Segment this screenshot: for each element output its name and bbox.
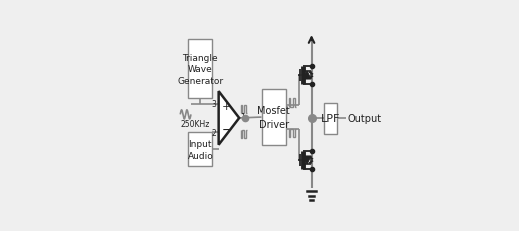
Text: 1: 1	[241, 112, 245, 121]
Bar	[324, 103, 337, 134]
Text: +: +	[222, 102, 231, 112]
Bar	[188, 40, 212, 99]
Text: Output: Output	[347, 114, 381, 124]
Text: Input
Audio: Input Audio	[187, 139, 213, 160]
Polygon shape	[303, 72, 311, 80]
Text: LPF: LPF	[321, 114, 340, 124]
Text: −: −	[222, 124, 232, 137]
Polygon shape	[303, 156, 311, 164]
Bar	[262, 90, 285, 145]
Text: 2: 2	[212, 128, 216, 137]
Text: Triangle
Wave
Generator: Triangle Wave Generator	[177, 53, 223, 86]
Text: 3: 3	[212, 100, 216, 109]
Bar	[188, 133, 212, 167]
Text: 250KHz: 250KHz	[180, 119, 210, 128]
Polygon shape	[218, 92, 239, 145]
Text: Mosfet
Driver: Mosfet Driver	[257, 106, 290, 129]
